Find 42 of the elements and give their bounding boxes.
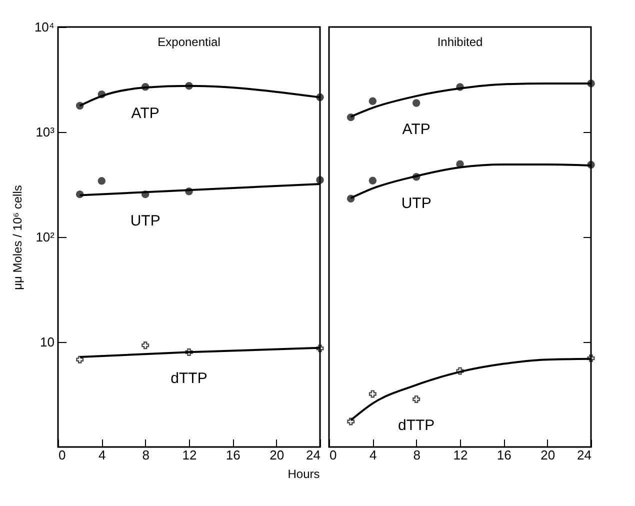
point [368,176,377,185]
x-tick-label: 0 [330,448,337,462]
series-label: UTP [130,212,160,230]
x-tick-label: 0 [58,448,66,462]
series-label: dTTP [398,417,435,434]
text: Inhibited [437,35,483,49]
point [456,367,464,375]
point [412,395,420,404]
x-tick-label: 4 [98,448,106,462]
point [412,99,420,107]
point [587,354,595,362]
x-tick-label: 12 [453,448,468,462]
series-label: ATP [131,104,160,122]
x-tick-label: 16 [226,448,240,462]
x-tick-label: 16 [496,448,512,462]
series-label: UTP [401,194,432,212]
point [368,97,377,105]
y-tick-label: 10 [40,334,54,350]
x-tick-label: 8 [413,448,420,462]
series-label: dTTP [170,370,208,388]
y-tick-label: 10³ [36,124,56,140]
x-tick-label: 20 [270,448,284,462]
point [368,390,376,398]
x-tick-label: 20 [540,448,556,462]
x-tick-label: 24 [306,448,320,462]
x-tick-label: 24 [577,448,592,462]
x-tick-label: 4 [370,448,377,462]
y-tick-label: 10² [36,230,56,244]
point [316,344,324,352]
point [185,348,193,356]
y-tick-label: 10⁴ [34,20,54,34]
series-label: ATP [402,120,430,138]
x-tick-label: 8 [142,448,150,462]
text: Exponential [158,35,220,49]
point [142,342,150,350]
y-axis-title: μμ Moles / 10⁶ cells [10,185,24,290]
point [347,418,355,426]
x-axis-title: Hours [288,466,320,481]
point [316,176,324,184]
point [76,356,84,364]
x-tick-label: 12 [182,448,197,462]
point [98,177,106,185]
